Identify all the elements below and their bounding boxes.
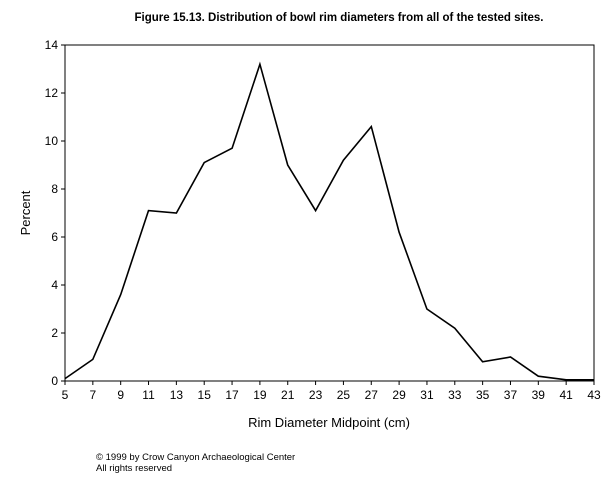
copyright-line: © 1999 by Crow Canyon Archaeological Cen…	[96, 452, 296, 463]
series-line	[64, 61, 594, 381]
x-tick-label: 43	[587, 388, 601, 402]
x-tick-label: 23	[309, 388, 323, 402]
x-tick-label: 11	[142, 388, 155, 402]
y-tick-label: 8	[51, 182, 58, 196]
y-tick-label: 12	[45, 86, 59, 100]
x-tick-label: 39	[532, 388, 546, 402]
y-tick-label: 6	[51, 230, 58, 244]
x-tick-label: 17	[225, 388, 239, 402]
x-tick-label: 7	[89, 388, 96, 402]
y-tick-label: 2	[51, 326, 58, 340]
plot-frame	[64, 44, 595, 382]
x-tick-label: 29	[392, 388, 406, 402]
y-axis: 0 2 4 6 8 10 12 14	[45, 38, 65, 388]
x-tick-label: 41	[559, 388, 573, 402]
y-tick-label: 10	[45, 134, 59, 148]
x-tick-label: 31	[420, 388, 434, 402]
x-tick-label: 37	[504, 388, 518, 402]
x-tick-label: 19	[253, 388, 267, 402]
copyright-notice: © 1999 by Crow Canyon Archaeological Cen…	[96, 452, 295, 474]
x-tick-label: 13	[170, 388, 184, 402]
x-tick-label: 33	[448, 388, 462, 402]
x-axis-label: Rim Diameter Midpoint (cm)	[248, 415, 410, 430]
x-tick-label: 15	[198, 388, 212, 402]
y-tick-label: 0	[51, 374, 58, 388]
y-tick-label: 4	[51, 278, 58, 292]
x-tick-label: 27	[365, 388, 379, 402]
x-tick-label: 21	[281, 388, 295, 402]
x-tick-label: 25	[337, 388, 351, 402]
rights-line: All rights reserved	[96, 463, 173, 474]
chart-title: Figure 15.13. Distribution of bowl rim d…	[135, 12, 544, 24]
x-tick-label: 5	[62, 388, 69, 402]
x-tick-label: 9	[117, 388, 124, 402]
x-tick-label: 35	[476, 388, 490, 402]
y-axis-label: Percent	[18, 190, 33, 235]
x-axis: 5 7 9 11 13 15 17 19 21 23 25 27 29 31 33 35 37 39 41 43	[62, 381, 601, 402]
y-tick-label: 14	[45, 38, 59, 52]
